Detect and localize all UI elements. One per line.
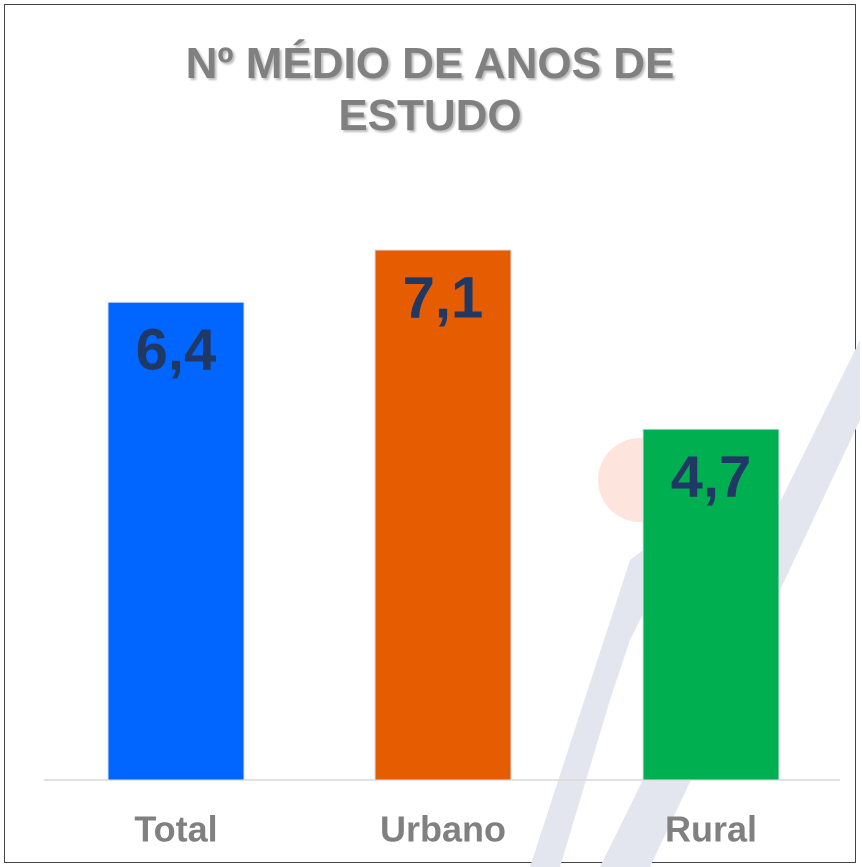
value-label: 4,7 bbox=[671, 444, 752, 509]
chart-title: Nº MÉDIO DE ANOS DE ESTUDO bbox=[130, 38, 730, 142]
x-tick-label: Rural bbox=[665, 809, 757, 850]
page: 6,4 Total 7,1 Urbano 4,7 Rural Nº MÉDIO DE AN… bbox=[0, 0, 862, 867]
value-label: 6,4 bbox=[136, 318, 217, 383]
value-label: 7,1 bbox=[403, 265, 484, 330]
x-tick-label: Urbano bbox=[380, 809, 506, 850]
x-tick-label: Total bbox=[134, 809, 217, 850]
